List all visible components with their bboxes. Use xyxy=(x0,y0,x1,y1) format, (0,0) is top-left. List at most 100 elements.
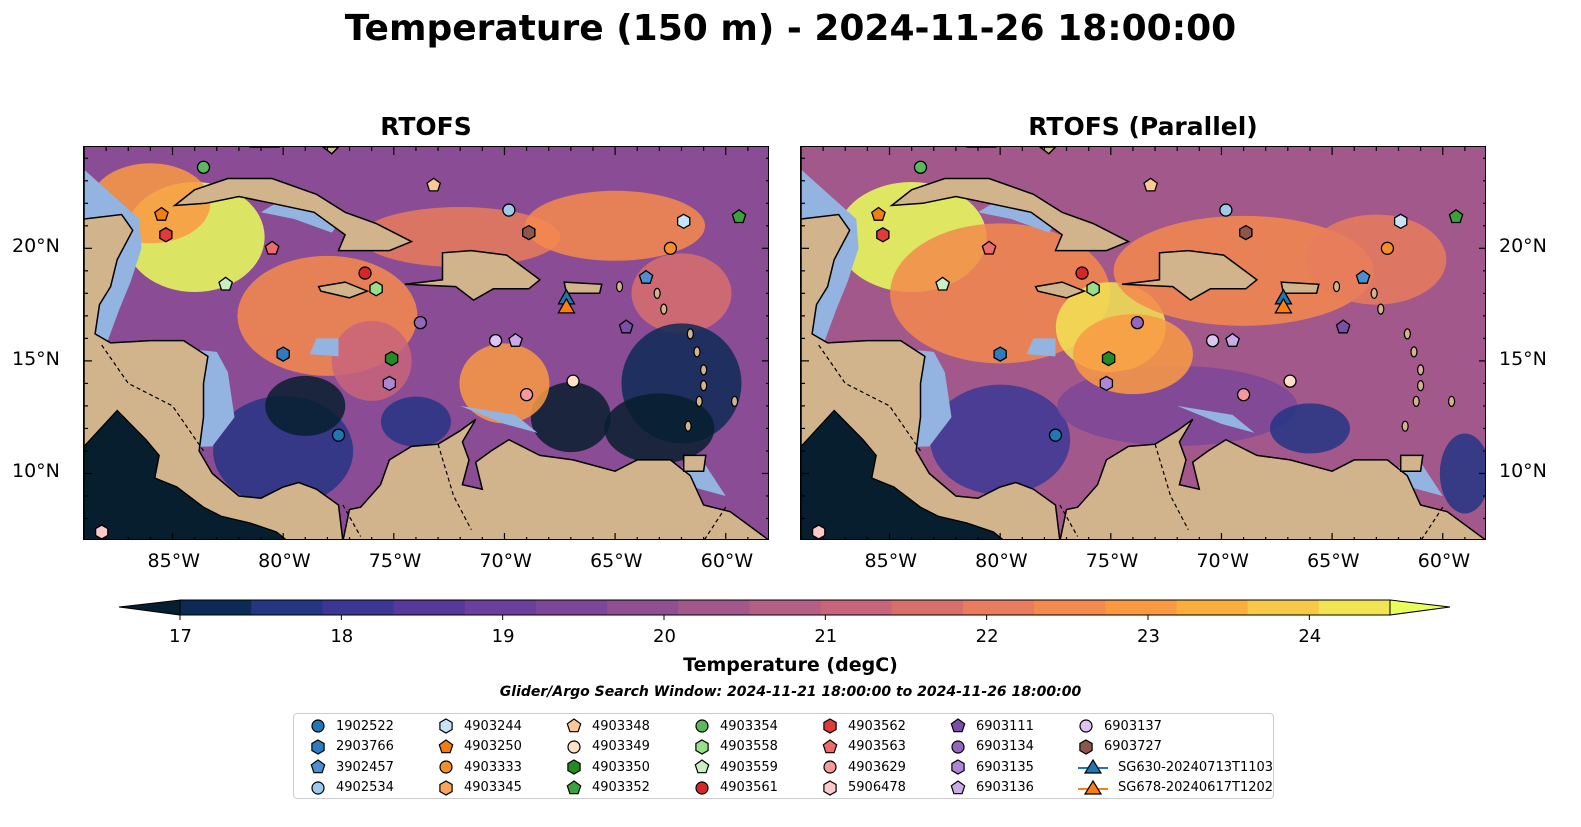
float-marker-2903766[interactable] xyxy=(276,346,290,362)
lon-tick-label: 75°W xyxy=(1085,550,1139,572)
legend-marker-icon xyxy=(823,760,837,774)
float-marker-6903134[interactable] xyxy=(1130,315,1145,330)
float-marker-4903563[interactable] xyxy=(264,240,280,255)
float-marker-4903250[interactable] xyxy=(871,206,886,221)
float-marker-4903348[interactable] xyxy=(1143,177,1159,192)
float-marker-4903629[interactable] xyxy=(1236,388,1251,402)
float-marker-5906478[interactable] xyxy=(94,524,109,539)
float-marker-3902457[interactable] xyxy=(638,269,654,284)
axis-ticks xyxy=(801,147,1485,539)
float-marker-2903766[interactable] xyxy=(993,346,1007,362)
float-marker-6903111[interactable] xyxy=(1335,319,1351,334)
lon-tick-label: 85°W xyxy=(864,550,917,572)
float-marker-4903559[interactable] xyxy=(218,276,234,291)
map-rtofs xyxy=(84,147,768,539)
float-marker-4902534[interactable] xyxy=(1219,203,1233,217)
legend-item: 4903354 xyxy=(692,716,778,736)
float-marker-4903354[interactable] xyxy=(196,160,211,174)
float-marker-4903561[interactable] xyxy=(1075,266,1089,280)
float-marker-4903352[interactable] xyxy=(1448,208,1464,224)
float-marker-5906478[interactable] xyxy=(811,524,826,539)
temperature-contour xyxy=(1439,433,1485,514)
map-panel-rtofs[interactable] xyxy=(83,146,769,540)
lat-tick-label: 15°N xyxy=(12,347,60,370)
float-marker-4903244[interactable] xyxy=(1393,213,1408,230)
glider-marker-SG678-20240617T1202[interactable] xyxy=(557,297,576,314)
colorbar-segment xyxy=(1034,600,1106,615)
float-marker-6903727[interactable] xyxy=(522,224,536,241)
colorbar-segment xyxy=(1105,600,1177,615)
float-marker-6903135[interactable] xyxy=(1099,375,1114,392)
shallow-water-mask xyxy=(309,338,339,357)
legend-label: 4903558 xyxy=(720,739,778,754)
float-marker-4903563[interactable] xyxy=(981,240,997,255)
legend-item: 4903563 xyxy=(820,737,906,757)
float-marker-4903562[interactable] xyxy=(876,227,890,243)
country-border xyxy=(1059,504,1079,537)
float-marker-4903352[interactable] xyxy=(731,208,747,224)
legend-label: 4903354 xyxy=(720,718,778,734)
legend-item: 3902457 xyxy=(308,757,394,777)
float-marker-4903350[interactable] xyxy=(384,350,399,367)
float-marker-4903333[interactable] xyxy=(663,241,678,255)
legend-item: 4903333 xyxy=(436,757,522,777)
float-marker-4903354[interactable] xyxy=(913,160,928,174)
legend-item: SG630-20240713T1103 xyxy=(1076,757,1273,777)
float-marker-4903250[interactable] xyxy=(154,206,169,221)
legend-marker-icon xyxy=(823,779,837,796)
legend-marker-icon xyxy=(311,719,325,733)
colorbar-tick-label: 18 xyxy=(330,626,354,647)
lat-tick-label: 10°N xyxy=(12,460,60,483)
island xyxy=(1332,280,1341,293)
legend-marker-icon xyxy=(439,760,453,774)
colorbar-segment xyxy=(1176,600,1249,615)
colorbar-tick-label: 17 xyxy=(169,626,192,647)
legend-marker-icon xyxy=(439,779,453,796)
map-panel-rtofs-parallel[interactable] xyxy=(800,146,1486,540)
float-marker-4903333[interactable] xyxy=(1380,241,1395,255)
float-marker-6903136[interactable] xyxy=(508,332,523,347)
legend-label: 4903629 xyxy=(848,759,906,775)
float-marker-6903135[interactable] xyxy=(382,375,397,392)
legend-item: 1902522 xyxy=(308,716,394,736)
float-marker-6903111[interactable] xyxy=(618,319,634,334)
float-marker-4903559[interactable] xyxy=(935,276,951,291)
float-marker-3902457[interactable] xyxy=(1355,269,1371,284)
float-marker-1902522[interactable] xyxy=(331,428,346,442)
float-marker-1902522[interactable] xyxy=(1048,428,1063,442)
float-marker-4903349[interactable] xyxy=(1283,374,1297,388)
float-marker-6903137[interactable] xyxy=(1205,333,1220,348)
float-marker-4903558[interactable] xyxy=(369,281,383,297)
float-marker-6903134[interactable] xyxy=(413,315,428,330)
float-marker-4903558[interactable] xyxy=(1086,281,1100,297)
legend-marker-icon xyxy=(695,738,709,755)
legend-marker-icon xyxy=(950,779,966,794)
legend-item: 6903137 xyxy=(1076,716,1162,736)
legend-marker-icon xyxy=(566,779,582,794)
island xyxy=(1447,395,1456,408)
island xyxy=(730,395,739,408)
island xyxy=(695,395,703,408)
float-marker-4903350[interactable] xyxy=(1101,350,1116,367)
colorbar-segment xyxy=(535,600,608,615)
float-marker-4903629[interactable] xyxy=(519,388,534,402)
legend-item: 4903349 xyxy=(564,737,650,757)
float-marker-4903562[interactable] xyxy=(159,227,173,243)
float-marker-4903561[interactable] xyxy=(358,266,372,280)
float-marker-4903244[interactable] xyxy=(676,213,691,230)
island xyxy=(660,303,668,315)
legend-marker-icon xyxy=(951,739,965,754)
legend-marker-icon xyxy=(311,780,325,795)
island xyxy=(1410,346,1418,358)
float-marker-4903349[interactable] xyxy=(566,374,580,388)
colorbar-segment xyxy=(180,600,252,615)
float-marker-6903727[interactable] xyxy=(1239,224,1253,241)
float-marker-6903136[interactable] xyxy=(1225,332,1240,347)
float-marker-4903348[interactable] xyxy=(426,177,442,192)
glider-marker-SG678-20240617T1202[interactable] xyxy=(1274,297,1293,314)
temperature-contour xyxy=(525,190,706,261)
float-marker-6903137[interactable] xyxy=(488,333,503,348)
float-marker-4902534[interactable] xyxy=(502,203,516,217)
legend-marker-icon xyxy=(1078,779,1108,795)
landmass xyxy=(342,418,768,539)
